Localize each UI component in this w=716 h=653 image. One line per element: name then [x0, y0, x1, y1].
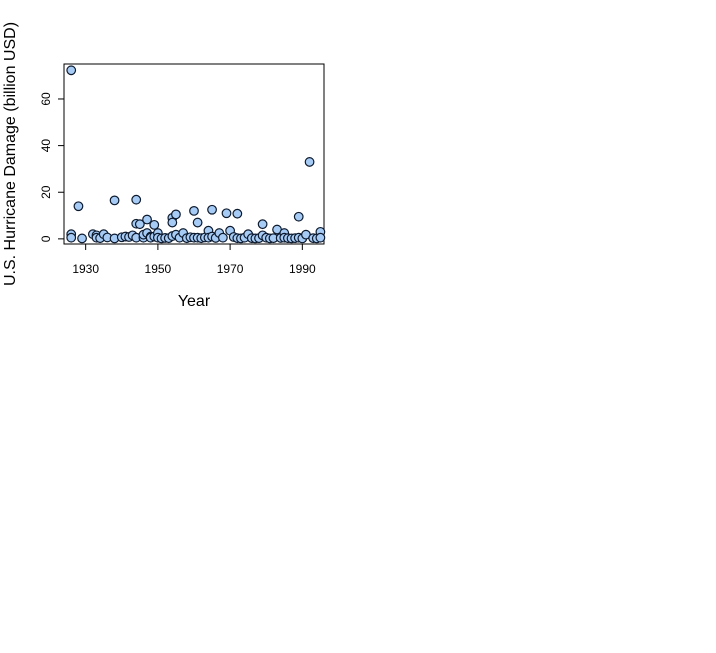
- data-point: [217, 232, 228, 243]
- data-point: [293, 211, 304, 222]
- x-axis: 1930 1950 1970 1990: [72, 244, 316, 276]
- y-tick-label: 40: [39, 139, 53, 153]
- data-point: [315, 232, 326, 243]
- data-point: [142, 214, 152, 225]
- data-point: [66, 65, 77, 76]
- x-tick-label: 1990: [289, 262, 316, 276]
- x-tick-label: 1950: [145, 262, 172, 276]
- data-point: [221, 208, 232, 219]
- data-point: [189, 205, 199, 216]
- data-point: [304, 157, 315, 167]
- data-point: [171, 209, 181, 220]
- data-points: [66, 65, 326, 244]
- x-tick-label: 1970: [217, 262, 244, 276]
- y-tick-label: 60: [39, 92, 53, 106]
- data-point: [134, 219, 145, 230]
- data-point: [73, 201, 84, 212]
- data-point: [131, 194, 142, 205]
- data-point: [66, 232, 77, 243]
- y-axis-title: U.S. Hurricane Damage (billion USD): [2, 22, 19, 286]
- data-point: [77, 233, 87, 244]
- data-point: [232, 208, 243, 219]
- data-point: [167, 217, 178, 228]
- x-tick-label: 1930: [72, 262, 99, 276]
- data-point: [192, 217, 203, 228]
- data-point: [149, 219, 160, 230]
- y-tick-label: 0: [39, 235, 53, 242]
- plot-frame: [63, 63, 325, 245]
- y-tick-label: 20: [39, 185, 53, 199]
- y-axis: 0 20 40 60: [39, 92, 64, 242]
- data-point: [257, 219, 268, 230]
- x-axis-title: Year: [178, 293, 211, 310]
- data-point: [109, 195, 120, 206]
- data-point: [207, 204, 217, 215]
